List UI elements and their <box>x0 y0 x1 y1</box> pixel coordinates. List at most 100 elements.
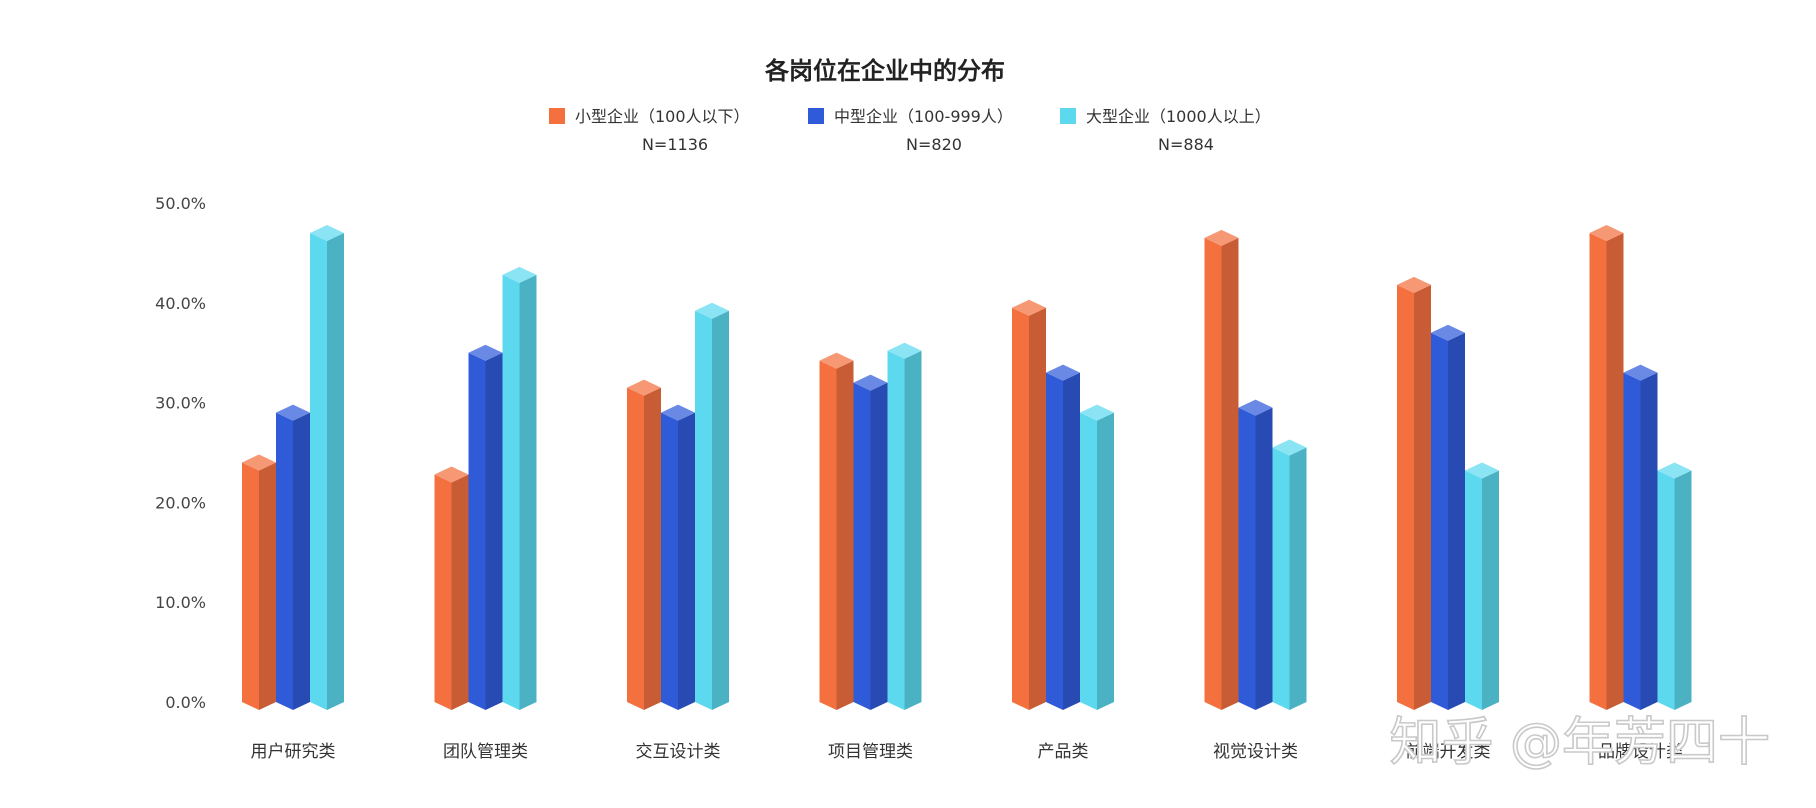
bar-top <box>1431 324 1465 341</box>
bar <box>661 404 695 710</box>
y-tick-label: 30.0% <box>155 394 206 413</box>
bar-side <box>1606 232 1624 710</box>
bar-side <box>836 360 854 710</box>
bar-side <box>1063 372 1080 710</box>
bar <box>887 342 922 710</box>
legend-label: 大型企业（1000人以上） <box>1086 107 1271 126</box>
bar-front <box>434 474 452 710</box>
bar-front <box>468 352 486 710</box>
x-tick-label: 项目管理类 <box>828 742 913 762</box>
bar-front <box>1431 332 1448 710</box>
bar-side <box>1482 470 1499 710</box>
legend-swatch <box>549 108 565 124</box>
x-axis: 用户研究类 团队管理类 交互设计类 项目管理类 产品类 视觉设计类 前端开发类 品牌设计类 <box>251 742 1684 762</box>
legend-sample-size: N=1136 <box>642 135 708 154</box>
bar <box>502 266 537 710</box>
bar <box>242 454 276 710</box>
x-tick-label: 团队管理类 <box>443 742 528 762</box>
bar-front <box>502 274 520 710</box>
legend-label: 中型企业（100-999人） <box>834 107 1013 126</box>
bar-top <box>853 374 888 391</box>
y-tick-label: 20.0% <box>155 493 206 512</box>
bar <box>1080 404 1114 710</box>
bar-top <box>1465 462 1499 479</box>
bar-front <box>1272 447 1290 710</box>
x-tick-label: 产品类 <box>1038 742 1089 762</box>
bar-side <box>1289 447 1307 710</box>
bar-front <box>1238 407 1256 710</box>
bar-top <box>468 344 503 361</box>
bar-top <box>887 342 922 359</box>
bar-front <box>1465 470 1482 710</box>
bar-front <box>1589 232 1607 710</box>
bar-front <box>1080 412 1097 710</box>
bar-top <box>661 404 695 421</box>
y-axis: 0.0% 10.0% 20.0% 30.0% 40.0% 50.0% <box>155 194 206 712</box>
legend-item: 小型企业（100人以下） N=1136 <box>549 107 750 154</box>
bar-front <box>1204 237 1222 710</box>
bar-side <box>1221 237 1239 710</box>
bar-front <box>627 387 644 710</box>
bar-side <box>1029 307 1046 710</box>
legend-swatch <box>808 108 824 124</box>
bar-top <box>242 454 276 471</box>
bar <box>1623 364 1658 710</box>
legend-sample-size: N=884 <box>1158 135 1214 154</box>
bar-top <box>434 466 469 483</box>
bar <box>1397 276 1431 710</box>
bar-side <box>1255 407 1273 710</box>
bar-top <box>819 352 854 369</box>
bar-front <box>1012 307 1029 710</box>
bar-top <box>276 404 310 421</box>
bar-top <box>310 224 344 241</box>
bar-side <box>644 387 661 710</box>
bars <box>242 224 1692 710</box>
bar <box>627 379 661 710</box>
bar-front <box>1657 470 1675 710</box>
bar-top <box>1589 224 1624 241</box>
legend-item: 中型企业（100-999人） N=820 <box>808 107 1013 154</box>
legend-swatch <box>1060 108 1076 124</box>
bar-top <box>1623 364 1658 381</box>
bar-side <box>327 232 344 710</box>
bar <box>1465 462 1499 710</box>
bar-front <box>695 310 712 710</box>
bar-front <box>242 462 259 710</box>
bar <box>1589 224 1624 710</box>
x-tick-label: 交互设计类 <box>636 742 721 762</box>
bar-side <box>1097 412 1114 710</box>
legend-sample-size: N=820 <box>906 135 962 154</box>
bar-front <box>276 412 293 710</box>
bar <box>1657 462 1692 710</box>
bar-side <box>904 350 922 710</box>
watermark: 知乎 @年芳四十 <box>1389 713 1770 773</box>
bar-side <box>1674 470 1692 710</box>
bar-top <box>1204 229 1239 246</box>
bar-top <box>1272 439 1307 456</box>
bar-front <box>1046 372 1063 710</box>
bar-top <box>627 379 661 396</box>
legend: 小型企业（100人以下） N=1136 中型企业（100-999人） N=820 大型企… <box>549 107 1271 154</box>
bar-top <box>1012 299 1046 316</box>
legend-label: 小型企业（100人以下） <box>575 107 750 126</box>
bar <box>1272 439 1307 710</box>
bar-front <box>310 232 327 710</box>
bar-side <box>678 412 695 710</box>
bar <box>1238 399 1273 710</box>
bar-side <box>1448 332 1465 710</box>
bar <box>276 404 310 710</box>
bar-front <box>1623 372 1641 710</box>
y-tick-label: 50.0% <box>155 194 206 213</box>
bar-front <box>887 350 905 710</box>
bar <box>1431 324 1465 710</box>
bar-front <box>1397 284 1414 710</box>
bar-side <box>485 352 503 710</box>
bar-top <box>502 266 537 283</box>
x-tick-label: 用户研究类 <box>251 742 336 762</box>
bar-side <box>259 462 276 710</box>
bar-side <box>293 412 310 710</box>
bar-front <box>661 412 678 710</box>
bar-top <box>1397 276 1431 293</box>
x-tick-label: 前端开发类 <box>1406 742 1491 762</box>
